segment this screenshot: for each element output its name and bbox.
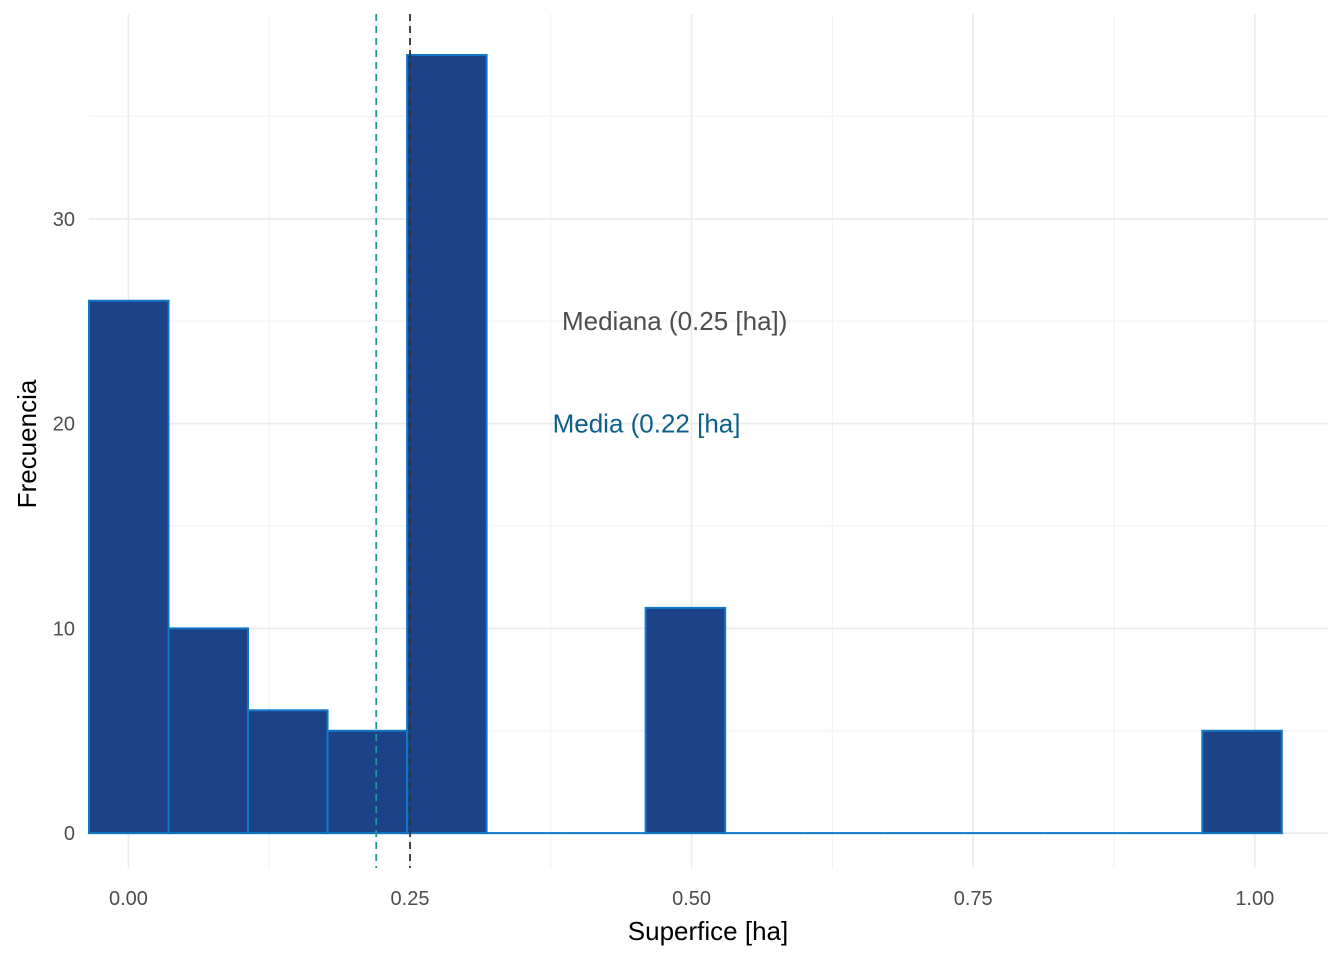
histogram-bar — [406, 53, 488, 835]
bars — [88, 53, 1283, 835]
y-tick-label: 30 — [53, 209, 75, 231]
histogram-bar — [247, 709, 329, 835]
x-tick-label: 0.50 — [672, 888, 711, 910]
histogram-bar — [1201, 729, 1283, 835]
y-tick-label: 20 — [53, 414, 75, 436]
x-tick-label: 0.00 — [109, 888, 148, 910]
y-tick-label: 0 — [64, 823, 75, 845]
annotations: Mediana (0.25 [ha]) Media (0.22 [ha] — [553, 306, 788, 438]
histogram-bar — [644, 606, 727, 835]
tick-labels: 0.00 0.25 0.50 0.75 1.00 0 10 20 30 — [53, 209, 1275, 910]
x-tick-label: 1.00 — [1235, 888, 1274, 910]
x-tick-label: 0.25 — [391, 888, 430, 910]
reference-lines — [375, 14, 411, 868]
x-tick-label: 0.75 — [954, 888, 993, 910]
y-tick-label: 10 — [53, 618, 75, 640]
mean-annotation: Media (0.22 [ha] — [553, 409, 741, 439]
histogram-bar — [167, 627, 250, 835]
histogram-bar — [88, 299, 170, 835]
median-annotation: Mediana (0.25 [ha]) — [562, 306, 787, 336]
histogram-bar — [326, 729, 409, 835]
y-axis-title: Frecuencia — [12, 379, 42, 508]
x-axis-title: Superfice [ha] — [628, 916, 788, 946]
